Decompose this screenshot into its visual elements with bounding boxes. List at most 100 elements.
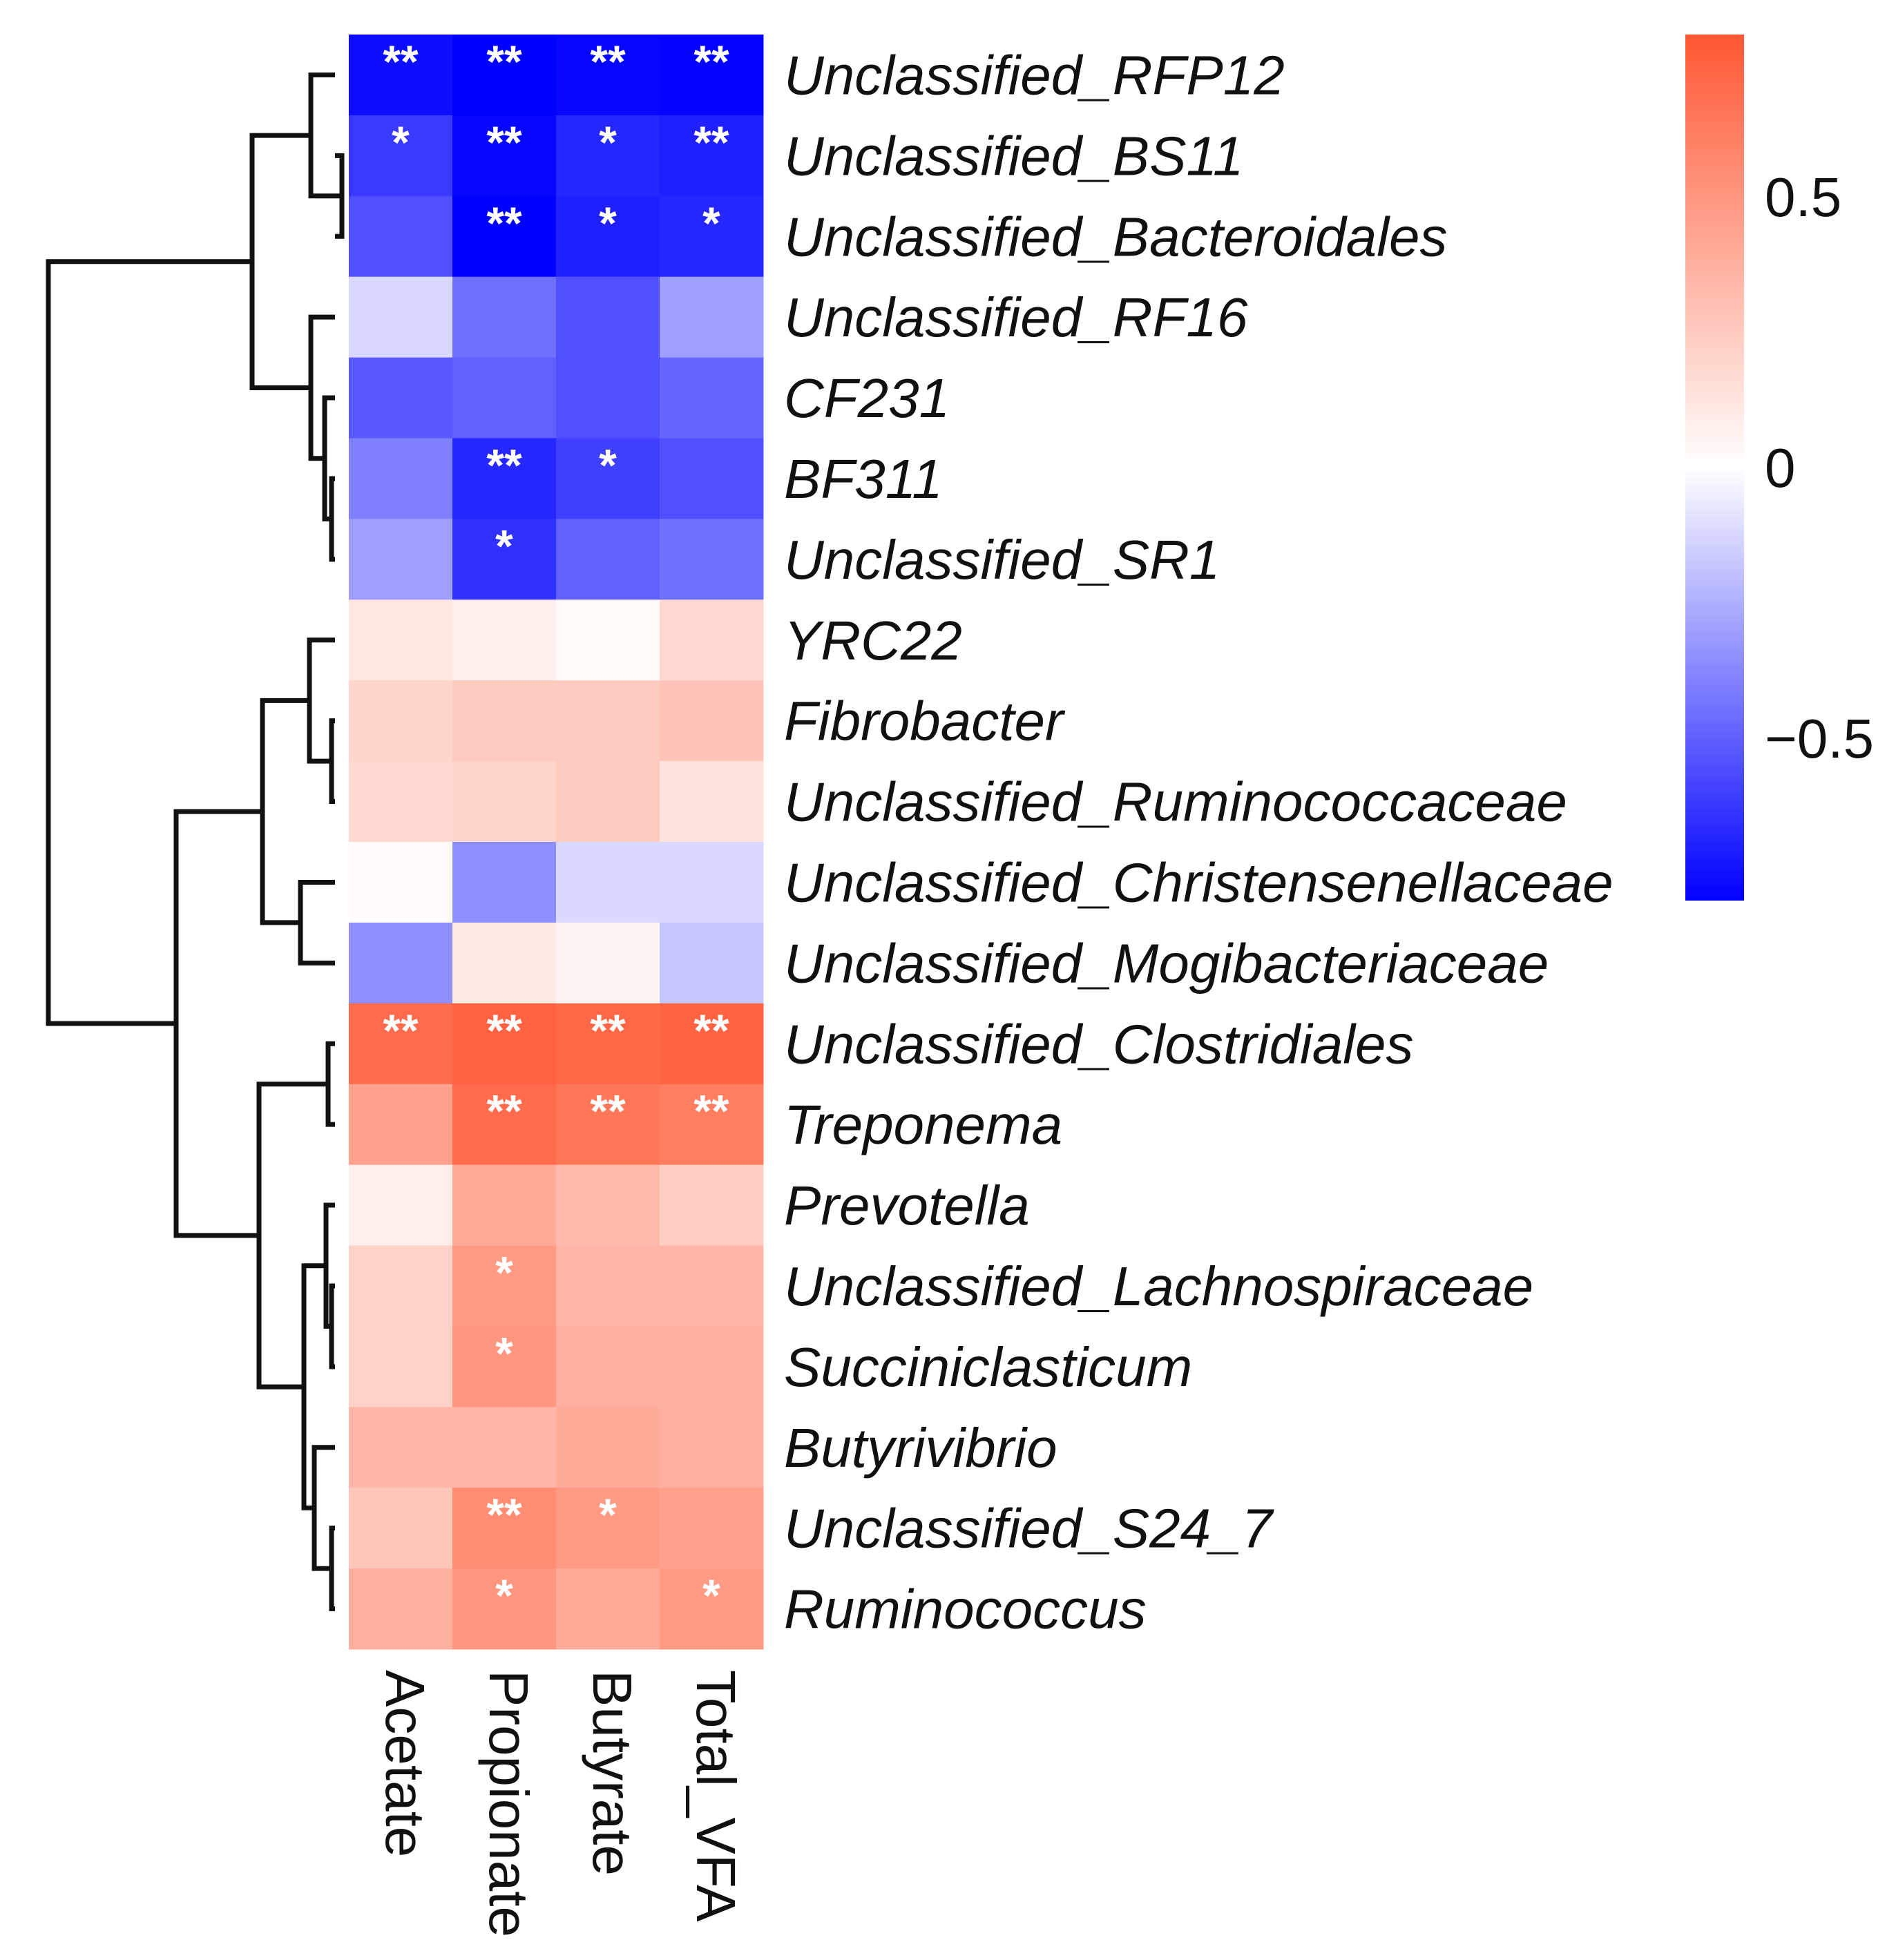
row-label: Unclassified_Clostridiales: [784, 1013, 1413, 1075]
row-label: Unclassified_Lachnospiraceae: [784, 1256, 1533, 1317]
heatmap-cell-prevotella-total-vfa: [660, 1164, 764, 1246]
significance-mark: *: [495, 1247, 513, 1298]
significance-mark: *: [495, 1327, 513, 1378]
dendrogram-branch: [298, 879, 335, 965]
heatmap-cell-unclassified-ruminococcaceae-acetate: [349, 761, 453, 843]
heatmap-cell-unclassified-clostridiales-butyrate: [556, 1003, 660, 1085]
dendrogram-branch: [308, 72, 342, 199]
heatmap-cell-prevotella-butyrate: [556, 1164, 660, 1246]
dendrogram-branch: [256, 1082, 328, 1390]
heatmap-cell-cf231-acetate: [349, 357, 453, 439]
heatmap-cell-yrc22-propionate: [452, 599, 557, 681]
heatmap-cell-unclassified-sr1-acetate: [349, 519, 453, 600]
heatmap-cell-unclassified-christensenellaceae-total-vfa: [660, 842, 764, 923]
significance-mark: *: [495, 520, 513, 571]
row-label: Unclassified_RFP12: [784, 44, 1285, 106]
significance-mark: **: [486, 440, 522, 491]
heatmap-cell-fibrobacter-acetate: [349, 680, 453, 762]
heatmap-cell-unclassified-bacteroidales-acetate: [349, 195, 453, 278]
heatmap-cell-fibrobacter-butyrate: [556, 680, 660, 762]
heatmap-cell-bf311-propionate: [452, 438, 557, 519]
significance-mark: **: [486, 1005, 522, 1056]
heatmap-cell-succiniclasticum-propionate: [452, 1326, 557, 1407]
dendrogram-branch: [329, 1526, 335, 1612]
heatmap-cell-bf311-butyrate: [556, 438, 660, 519]
significance-marks: ** ** ** *** ** * **** * *** **** ** ** **** ** ******…: [383, 36, 729, 1621]
significance-mark: **: [590, 1005, 626, 1056]
heatmap-cell-cf231-total-vfa: [660, 357, 764, 439]
column-label: Acetate: [374, 1670, 436, 1857]
heatmap-cell-unclassified-rfp12-acetate: [349, 35, 453, 116]
row-labels: Unclassified_RFP12 Unclassified_BS11 Uncla…: [784, 44, 1613, 1640]
heatmap-cell-unclassified-mogibacteriaceae-acetate: [349, 922, 453, 1004]
column-label: Propionate: [478, 1670, 539, 1937]
heatmap-cell-unclassified-rf16-acetate: [349, 276, 453, 358]
significance-mark: **: [486, 198, 522, 249]
heatmap-cell-unclassified-lachnospiraceae-propionate: [452, 1245, 557, 1327]
heatmap-cell-succiniclasticum-total-vfa: [660, 1326, 764, 1407]
heatmap-cell-unclassified-bacteroidales-propionate: [452, 195, 557, 278]
color-legend-ticks: 0.5 0 −0.5: [1765, 166, 1874, 769]
row-label: Fibrobacter: [784, 691, 1066, 752]
heatmap-cell-unclassified-lachnospiraceae-acetate: [349, 1245, 453, 1327]
heatmap-cell-butyrivibrio-acetate: [349, 1407, 453, 1488]
significance-mark: *: [702, 1570, 720, 1621]
heatmap-cell-unclassified-ruminococcaceae-propionate: [452, 761, 557, 843]
heatmap-cell-ruminococcus-propionate: [452, 1568, 557, 1650]
color-legend: 0.5 0 −0.5: [1685, 35, 1874, 901]
significance-mark: **: [486, 1489, 522, 1540]
row-dendrogram: [46, 72, 345, 1612]
row-label: Prevotella: [784, 1175, 1030, 1236]
heatmap-cell-bf311-acetate: [349, 438, 453, 519]
heatmap-cell-prevotella-acetate: [349, 1164, 453, 1246]
heatmap-cell-unclassified-rfp12-butyrate: [556, 35, 660, 116]
heatmap-cell-prevotella-propionate: [452, 1164, 557, 1246]
dendrogram-branch: [329, 718, 335, 805]
heatmap-cell-bf311-total-vfa: [660, 438, 764, 519]
row-label: Unclassified_S24_7: [784, 1498, 1274, 1559]
row-label: Ruminococcus: [784, 1579, 1147, 1640]
dendrogram-branch: [325, 1041, 335, 1127]
heatmap-cell-unclassified-clostridiales-total-vfa: [660, 1003, 764, 1085]
significance-mark: *: [495, 1570, 513, 1621]
significance-mark: *: [392, 117, 410, 168]
heatmap-cell-unclassified-rf16-total-vfa: [660, 276, 764, 358]
significance-mark: *: [599, 117, 617, 168]
significance-mark: **: [486, 117, 522, 168]
significance-mark: **: [693, 36, 729, 87]
row-label: Unclassified_Christensenellaceae: [784, 852, 1613, 913]
heatmap-cell-unclassified-lachnospiraceae-butyrate: [556, 1245, 660, 1327]
heatmap-cell-cf231-butyrate: [556, 357, 660, 439]
significance-mark: **: [590, 36, 626, 87]
heatmap-cell-unclassified-bs11-acetate: [349, 115, 453, 197]
heatmap-cell-unclassified-christensenellaceae-butyrate: [556, 842, 660, 923]
dendrogram-branch: [329, 1283, 335, 1370]
heatmap-cell-unclassified-clostridiales-acetate: [349, 1003, 453, 1085]
significance-mark: **: [693, 1086, 729, 1137]
heatmap-cell-treponema-total-vfa: [660, 1084, 764, 1166]
heatmap-cell-unclassified-rfp12-total-vfa: [660, 35, 764, 116]
significance-mark: **: [693, 1005, 729, 1056]
row-label: BF311: [784, 448, 943, 510]
heatmap-cell-unclassified-lachnospiraceae-total-vfa: [660, 1245, 764, 1327]
row-label: Unclassified_Mogibacteriaceae: [784, 932, 1549, 994]
heatmap-cell-unclassified-bs11-butyrate: [556, 115, 660, 197]
significance-mark: *: [599, 440, 617, 491]
row-label: Treponema: [784, 1094, 1062, 1155]
heatmap-cell-unclassified-mogibacteriaceae-butyrate: [556, 922, 660, 1004]
row-label: Unclassified_BS11: [784, 125, 1244, 186]
heatmap-cell-unclassified-clostridiales-propionate: [452, 1003, 557, 1085]
heatmap-cell-butyrivibrio-butyrate: [556, 1407, 660, 1488]
heatmap-cell-unclassified-sr1-propionate: [452, 519, 557, 600]
row-label: Unclassified_Bacteroidales: [784, 206, 1448, 267]
heatmap-cell-unclassified-mogibacteriaceae-propionate: [452, 922, 557, 1004]
heatmap-cell-fibrobacter-propionate: [452, 680, 557, 762]
heatmap-cell-yrc22-total-vfa: [660, 599, 764, 681]
row-label: YRC22: [784, 610, 962, 671]
heatmap-cell-unclassified-s24-7-acetate: [349, 1488, 453, 1569]
heatmap-cell-treponema-propionate: [452, 1084, 557, 1166]
heatmap-cell-yrc22-butyrate: [556, 599, 660, 681]
row-label: Unclassified_RF16: [784, 287, 1248, 348]
significance-mark: *: [702, 198, 720, 249]
